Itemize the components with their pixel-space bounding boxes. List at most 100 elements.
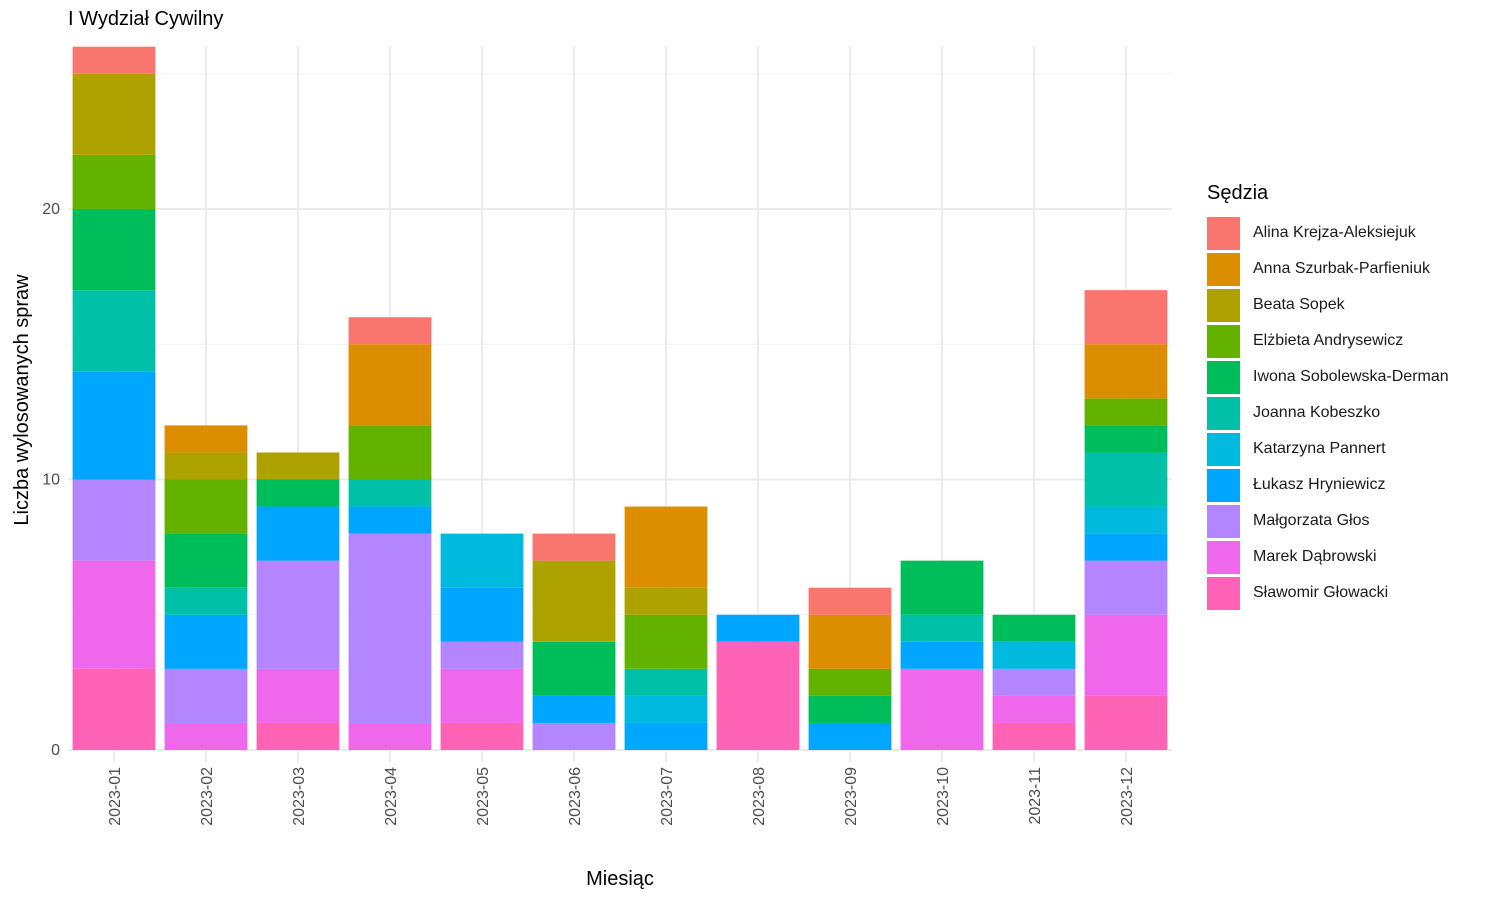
bar-segment xyxy=(1084,290,1168,345)
bar-segment xyxy=(1084,560,1168,615)
bar-segment xyxy=(900,668,984,750)
bar-segment xyxy=(1084,344,1168,399)
bar-segment xyxy=(256,560,340,669)
legend-key xyxy=(1207,216,1240,250)
bar-segment xyxy=(440,587,524,642)
y-tick-label: 0 xyxy=(51,742,60,759)
bar-segment xyxy=(348,533,432,723)
x-axis-label: Miesiąc xyxy=(586,868,654,890)
x-tick-label: 2023-05 xyxy=(475,767,492,826)
legend-item: Alina Krejza-Aleksiejuk xyxy=(1207,215,1449,251)
x-tick-label: 2023-12 xyxy=(1119,767,1136,826)
bar-segment xyxy=(72,46,156,74)
bar-segment xyxy=(440,722,524,750)
bar-segment xyxy=(532,533,616,561)
legend-item: Iwona Sobolewska-Derman xyxy=(1207,359,1449,395)
bar-segment xyxy=(624,668,708,696)
bar-segment xyxy=(440,641,524,669)
y-tick-label: 10 xyxy=(42,472,60,489)
legend-key xyxy=(1207,468,1240,502)
bar-segment xyxy=(164,587,248,615)
bar-segment xyxy=(72,371,156,480)
bar-segment xyxy=(624,614,708,669)
legend-item: Małgorzata Głos xyxy=(1207,503,1449,539)
legend-key xyxy=(1207,252,1240,286)
legend-key xyxy=(1207,432,1240,466)
bar-segment xyxy=(164,452,248,480)
bar-segment xyxy=(1084,614,1168,696)
bar-segment xyxy=(256,506,340,561)
bar-segment xyxy=(72,73,156,155)
bar-segment xyxy=(72,560,156,669)
legend-item: Łukasz Hryniewicz xyxy=(1207,467,1449,503)
legend-item: Katarzyna Pannert xyxy=(1207,431,1449,467)
bar-segment xyxy=(72,290,156,372)
legend-label: Sławomir Głowacki xyxy=(1253,584,1389,601)
x-tick-label: 2023-02 xyxy=(199,767,216,826)
legend-item: Elżbieta Andrysewicz xyxy=(1207,323,1449,359)
x-tick-label: 2023-06 xyxy=(567,767,584,826)
bar-segment xyxy=(348,425,432,480)
legend-item: Marek Dąbrowski xyxy=(1207,539,1449,575)
legend-label: Alina Krejza-Aleksiejuk xyxy=(1253,224,1416,241)
bar-segment xyxy=(256,452,340,480)
x-tick-label: 2023-09 xyxy=(843,767,860,826)
legend-label: Elżbieta Andrysewicz xyxy=(1253,332,1404,349)
legend-label: Beata Sopek xyxy=(1253,296,1345,313)
legend-label: Marek Dąbrowski xyxy=(1253,548,1377,565)
bar-segment xyxy=(256,668,340,723)
legend-key xyxy=(1207,360,1240,394)
bar-segment xyxy=(348,506,432,534)
bar-segment xyxy=(624,587,708,615)
bar-segment xyxy=(900,560,984,615)
legend-label: Małgorzata Głos xyxy=(1253,512,1370,529)
bar-segment xyxy=(808,722,892,750)
x-tick-label: 2023-04 xyxy=(383,767,400,826)
legend-item: Sławomir Głowacki xyxy=(1207,575,1449,611)
bar-segment xyxy=(72,154,156,209)
bar-segment xyxy=(1084,533,1168,561)
bar-segment xyxy=(900,614,984,642)
bar-segment xyxy=(992,695,1076,723)
legend: Sędzia Alina Krejza-Aleksiejuk Anna Szurb… xyxy=(1207,182,1449,611)
bar-segment xyxy=(992,722,1076,750)
legend-item: Joanna Kobeszko xyxy=(1207,395,1449,431)
bar-segment xyxy=(716,614,800,642)
bar-segment xyxy=(808,695,892,723)
bar-segment xyxy=(532,695,616,723)
bar-segment xyxy=(992,614,1076,642)
bar-segment xyxy=(900,641,984,669)
bar-segment xyxy=(1084,506,1168,534)
x-tick-label: 2023-10 xyxy=(935,767,952,826)
bar-segment xyxy=(72,209,156,291)
x-tick-label: 2023-03 xyxy=(291,767,308,826)
bar-segment xyxy=(72,668,156,750)
bar-segment xyxy=(348,344,432,426)
bar-segment xyxy=(624,722,708,750)
legend-title: Sędzia xyxy=(1207,182,1269,204)
bars xyxy=(72,46,1168,750)
legend-label: Katarzyna Pannert xyxy=(1253,440,1386,457)
bar-segment xyxy=(532,722,616,750)
x-tick-labels: 2023-01 2023-02 2023-03 2023-04 2023-05 2023-… xyxy=(107,767,1136,826)
bar-segment xyxy=(716,641,800,750)
bar-segment xyxy=(256,722,340,750)
x-tick-label: 2023-08 xyxy=(751,767,768,826)
legend-key xyxy=(1207,324,1240,358)
bar-segment xyxy=(624,506,708,588)
bar-segment xyxy=(1084,425,1168,453)
bar-segment xyxy=(624,695,708,723)
bar-segment xyxy=(532,560,616,642)
legend-key xyxy=(1207,504,1240,538)
legend-label: Joanna Kobeszko xyxy=(1253,404,1381,421)
legend-key xyxy=(1207,396,1240,430)
bar-segment xyxy=(348,722,432,750)
legend-label: Iwona Sobolewska-Derman xyxy=(1253,368,1449,385)
bar-segment xyxy=(532,641,616,696)
bar-segment xyxy=(808,614,892,669)
y-tick-labels: 0 10 20 xyxy=(42,201,60,759)
x-tick-label: 2023-07 xyxy=(659,767,676,826)
legend-key xyxy=(1207,576,1240,610)
chart-title: I Wydział Cywilny xyxy=(68,8,224,30)
